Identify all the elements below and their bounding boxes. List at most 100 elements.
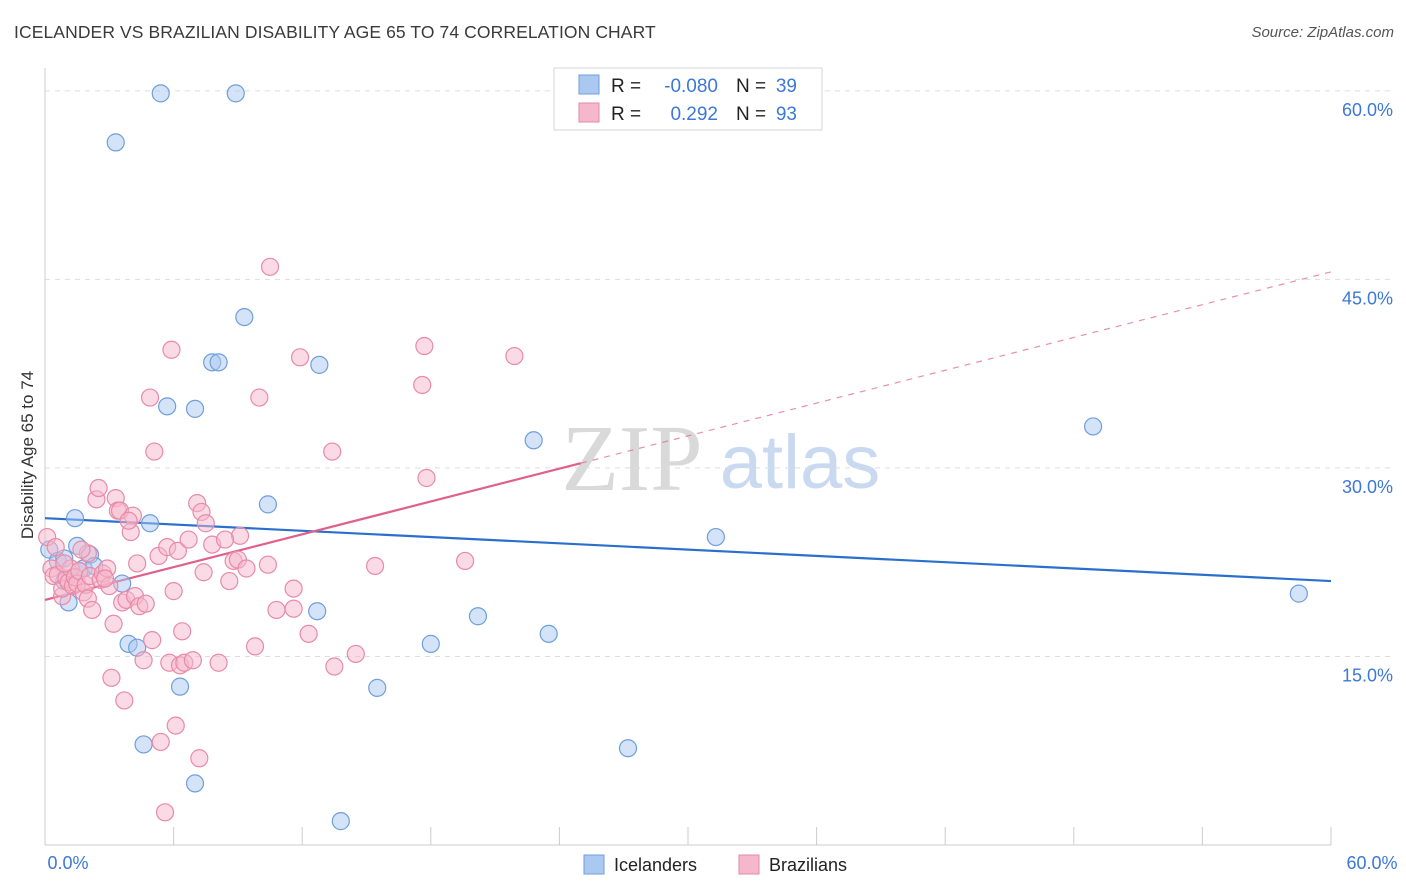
brazilians-point [230, 526, 250, 545]
icelanders-point [65, 509, 85, 528]
icelanders-point [421, 634, 440, 653]
brazilians-point [162, 340, 181, 359]
data-points [38, 84, 1308, 831]
brazilians-point [104, 614, 123, 633]
icelanders-point [618, 739, 638, 758]
brazilians-point [136, 594, 155, 613]
icelanders-point [310, 355, 329, 374]
legend-r-value-brazilians: 0.292 [670, 104, 718, 125]
brazilians-point [299, 624, 318, 643]
icelanders-point [331, 812, 350, 831]
legend-n-value-brazilians: 93 [776, 104, 797, 125]
icelanders-point [106, 133, 125, 152]
icelanders-point [134, 735, 153, 754]
brazilians-point [325, 657, 344, 676]
brazilians-point [183, 651, 202, 670]
brazilians-point [196, 514, 215, 533]
brazilians-point [260, 257, 280, 276]
brazilians-point [128, 554, 147, 573]
legend-n-value-icelanders: 39 [776, 76, 797, 97]
legend-swatch-brazilians [578, 102, 600, 123]
y-tick-label-15: 15.0% [1342, 665, 1393, 685]
brazilians-point [190, 749, 209, 768]
legend-r-value-icelanders: -0.080 [664, 76, 718, 97]
icelanders-point [468, 607, 488, 626]
trend-lines [44, 271, 1332, 601]
brazilians-point [250, 388, 269, 407]
brazilians-trend-extension [580, 271, 1332, 464]
brazilians-point [179, 530, 198, 549]
brazilians-point [173, 622, 192, 641]
series-legend: Icelanders Brazilians [583, 854, 847, 875]
brazilians-point [258, 555, 278, 574]
brazilians-point [215, 530, 235, 549]
brazilians-point [155, 803, 175, 822]
legend-r-label-2: R = [611, 104, 641, 125]
icelanders-point [185, 774, 205, 793]
brazilians-point [164, 582, 183, 601]
axes [44, 68, 1332, 846]
series-brazilians [38, 257, 524, 822]
brazilians-point [46, 538, 65, 557]
brazilians-point [290, 348, 310, 367]
legend-r-label-1: R = [611, 76, 641, 97]
brazilians-point [284, 599, 303, 618]
brazilians-point [119, 511, 138, 530]
brazilians-point [284, 579, 303, 598]
y-tick-label-45: 45.0% [1342, 288, 1393, 308]
watermark-zip: ZIP [562, 407, 703, 511]
x-tick-label-60: 60.0% [1346, 853, 1397, 873]
icelanders-point [170, 677, 190, 696]
icelanders-point [209, 353, 228, 372]
correlation-legend: R = -0.080 N = 39 R = 0.292 N = 93 [553, 67, 823, 131]
icelanders-point [368, 678, 387, 697]
brazilians-point [365, 556, 385, 576]
icelanders-point [235, 307, 254, 327]
icelanders-point [140, 514, 160, 533]
brazilians-point [83, 600, 102, 620]
brazilians-point [95, 569, 115, 588]
icelanders-point [226, 84, 245, 103]
icelanders-point [1289, 584, 1308, 603]
brazilians-point [209, 653, 228, 672]
brazilians-point [237, 559, 256, 578]
brazilians-point [168, 541, 187, 560]
bottom-legend-brazilians: Brazilians [769, 855, 847, 875]
icelanders-point [1083, 417, 1103, 436]
bottom-legend-swatch-icelanders [583, 854, 605, 875]
brazilians-point [143, 631, 162, 650]
brazilians-point [323, 442, 342, 461]
icelanders-point [308, 602, 327, 621]
legend-n-label-2: N = [736, 104, 766, 125]
legend-swatch-icelanders [578, 74, 600, 95]
icelanders-point [524, 431, 543, 450]
brazilians-point [151, 732, 170, 752]
tick-labels: 15.0% 30.0% 45.0% 60.0% 0.0% 60.0% [47, 100, 1397, 873]
gridlines [45, 90, 1395, 657]
brazilians-point [245, 637, 265, 656]
icelanders-point [151, 84, 170, 103]
brazilians-point [166, 716, 185, 735]
icelanders-point [185, 399, 205, 418]
icelanders-point [258, 495, 278, 514]
brazilians-point [267, 600, 286, 620]
watermark-atlas: atlas [720, 420, 881, 505]
brazilians-point [89, 478, 108, 498]
brazilians-point [134, 651, 153, 670]
x-tick-label-0: 0.0% [47, 853, 88, 873]
brazilians-point [72, 540, 91, 559]
icelanders-point [706, 527, 725, 547]
brazilians-point [455, 551, 475, 571]
brazilians-point [140, 388, 160, 407]
brazilians-point [417, 468, 436, 488]
y-axis-title: Disability Age 65 to 74 [18, 371, 37, 539]
chart-title: ICELANDER VS BRAZILIAN DISABILITY AGE 65… [14, 22, 656, 42]
y-tick-label-60: 60.0% [1342, 100, 1393, 120]
brazilians-point [505, 346, 524, 366]
brazilians-point [194, 563, 213, 582]
brazilians-point [55, 554, 74, 573]
brazilians-point [102, 668, 121, 687]
brazilians-point [115, 691, 134, 710]
y-tick-label-30: 30.0% [1342, 477, 1393, 497]
